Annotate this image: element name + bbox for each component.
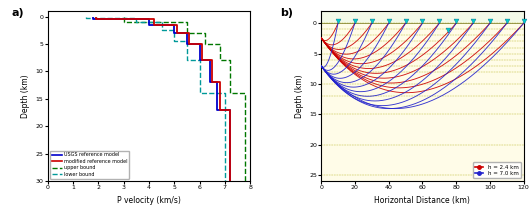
X-axis label: Horizontal Distance (km): Horizontal Distance (km) <box>375 196 470 205</box>
Text: a): a) <box>11 8 24 18</box>
Legend: h = 2.4 km, h = 7.0 km: h = 2.4 km, h = 7.0 km <box>473 162 521 178</box>
Legend: USGS reference model, modified reference model, upper bound, lower bound: USGS reference model, modified reference… <box>50 151 129 179</box>
Text: b): b) <box>280 8 294 18</box>
X-axis label: P velocity (km/s): P velocity (km/s) <box>117 196 181 205</box>
Y-axis label: Depth (km): Depth (km) <box>21 74 30 118</box>
Y-axis label: Depth (km): Depth (km) <box>295 74 304 118</box>
Bar <box>321 11 524 23</box>
